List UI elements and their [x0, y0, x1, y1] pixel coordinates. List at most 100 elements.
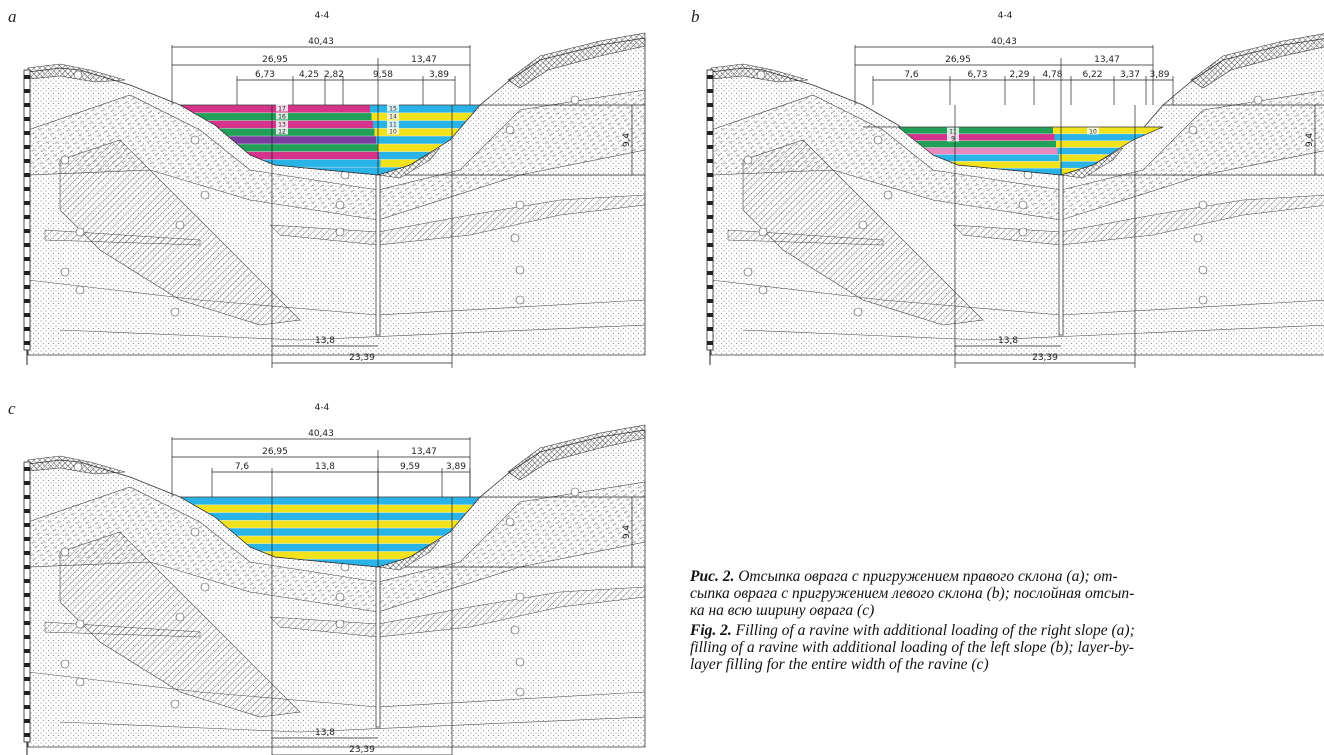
dimension-label: 6,22 [1082, 70, 1102, 80]
layer-boundary [59, 324, 646, 341]
borehole-tick [24, 187, 30, 191]
layer-boundary [742, 324, 1324, 341]
borehole-tick [707, 173, 713, 177]
dimension-label: 9,58 [373, 70, 393, 80]
fill-layer [180, 112, 372, 121]
layer-marker [73, 462, 83, 472]
caption-line: Рис. 2. Отсыпка оврага с пригружением пр… [690, 568, 1324, 585]
borehole-tick [707, 215, 713, 219]
dimension-label: 23,39 [349, 745, 375, 755]
layer-marker [60, 267, 70, 277]
borehole-tick [24, 621, 30, 625]
fill-layer [180, 151, 379, 160]
layer-marker [1198, 265, 1208, 275]
dimension-label: 2,82 [324, 70, 344, 80]
layer-tag [276, 104, 288, 112]
borehole-tick [24, 495, 30, 499]
layer-marker [200, 582, 210, 592]
layer-marker [505, 517, 515, 527]
borehole-tick [24, 201, 30, 205]
borehole-tick [24, 89, 30, 93]
borehole-tick [24, 313, 30, 317]
fill-layer [180, 528, 376, 537]
caption-label: Рис. 2. [690, 568, 735, 585]
borehole-tick [707, 145, 713, 149]
layer-number: 11 [389, 122, 397, 129]
hatched-layer [59, 531, 301, 718]
borehole [1058, 174, 1064, 336]
dimension-label: 13,8 [315, 728, 335, 738]
dimension-label: 9,4 [622, 133, 632, 148]
layer-marker [570, 487, 580, 497]
fill-layer [180, 504, 372, 513]
cap-layer [1190, 33, 1324, 89]
dimension-label: 7,6 [235, 462, 250, 472]
layer-number: 10 [389, 129, 397, 136]
borehole-tick [24, 509, 30, 513]
fill-layer [371, 112, 480, 121]
borehole-tick [24, 649, 30, 653]
layer-marker [175, 220, 185, 230]
layer-marker [335, 200, 345, 210]
fill-layer [180, 143, 378, 152]
cap-layer [507, 424, 646, 481]
borehole-tick [24, 523, 30, 527]
caption-ru: Рис. 2. Отсыпка оврага с пригружением пр… [690, 568, 1324, 619]
borehole-tick [24, 565, 30, 569]
dimension-label: 13,8 [998, 336, 1018, 346]
caption-line: layer filling for the entire width of th… [690, 656, 989, 673]
fill-layer [1053, 127, 1163, 135]
layer-boundary [59, 716, 646, 733]
borehole-tick [24, 719, 30, 723]
fill-layer [373, 120, 480, 129]
fill-layer [377, 143, 480, 152]
borehole-tick [24, 131, 30, 135]
borehole-tick [24, 341, 30, 345]
borehole-tick [24, 145, 30, 149]
caption: Рис. 2. Отсыпка оврага с пригружением пр… [690, 568, 1324, 676]
layer-marker [743, 267, 753, 277]
borehole-tick [24, 593, 30, 597]
borehole-tick [24, 579, 30, 583]
layer-boundary [27, 279, 646, 316]
fill-layer [180, 512, 373, 521]
fill-layer [1057, 147, 1163, 155]
dimension-label: 6,73 [967, 70, 987, 80]
borehole-tick [707, 327, 713, 331]
borehole-tick [24, 635, 30, 639]
layer-number: 11 [949, 129, 957, 136]
fill-layer [373, 512, 480, 521]
fill-layer [370, 497, 480, 506]
layer-tag [276, 112, 288, 120]
dimension-label: 13,47 [411, 447, 437, 457]
soil-layer [27, 481, 646, 613]
layer-marker [170, 307, 180, 317]
borehole-tick [707, 117, 713, 121]
layer-tag [387, 127, 399, 135]
cap-layer [507, 32, 646, 89]
fill-layer [180, 520, 375, 529]
fill-layer [180, 551, 381, 560]
layer-marker [515, 592, 525, 602]
layer-tag [387, 120, 399, 128]
borehole-tick [24, 733, 30, 737]
borehole-tick [24, 299, 30, 303]
borehole-tick [24, 285, 30, 289]
borehole-tick [707, 229, 713, 233]
layer-marker [60, 155, 70, 165]
fill-layer [371, 504, 480, 513]
borehole [706, 69, 714, 351]
caption-line: сыпка оврага с пригружением левого склон… [690, 585, 1135, 602]
layer-marker [853, 307, 863, 317]
fill-layer [180, 543, 379, 552]
layer-marker [1198, 200, 1208, 210]
dimension-label: 23,39 [1032, 353, 1058, 363]
dimension-label: 9,59 [400, 462, 420, 472]
dimension-label: 13,47 [411, 55, 437, 65]
layer-marker [60, 547, 70, 557]
fill-layer [180, 535, 378, 544]
layer-marker [60, 659, 70, 669]
borehole-tick [24, 467, 30, 471]
layer-tag [387, 112, 399, 120]
borehole-tick [707, 243, 713, 247]
